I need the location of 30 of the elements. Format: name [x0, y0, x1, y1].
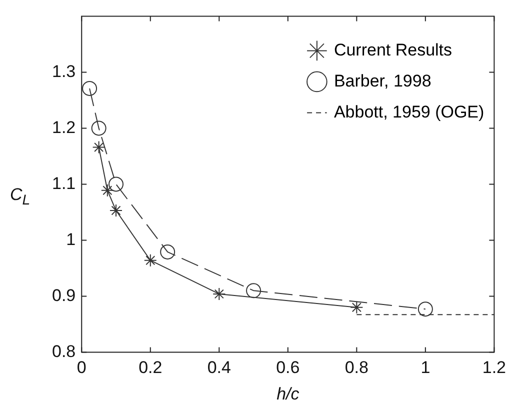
y-tick-label: 0.8 [52, 342, 76, 361]
point [100, 184, 114, 197]
y-tick-label: 1.3 [52, 62, 76, 81]
point [350, 300, 364, 314]
point [110, 204, 123, 218]
point [82, 80, 98, 96]
x-tick-label: 1 [420, 358, 430, 378]
x-axis-title: h/c [276, 384, 300, 404]
point [212, 287, 226, 300]
x-tick-label: 0.8 [344, 358, 368, 378]
y-tick-label: 0.9 [52, 286, 76, 305]
x-tick-label: 0.2 [138, 358, 162, 378]
point [246, 283, 262, 298]
x-tick-label: 0.6 [276, 358, 300, 378]
y-tick-label: 1.2 [52, 118, 76, 137]
point [144, 254, 157, 267]
x-tick-label: 0 [76, 358, 86, 378]
point [418, 302, 433, 317]
point [160, 244, 176, 260]
y-tick-label: 1 [66, 230, 76, 249]
y-tick-label: 1.1 [52, 174, 76, 193]
point [108, 176, 124, 192]
point [91, 120, 106, 136]
x-tick-label: 1.2 [482, 358, 506, 378]
y-axis-title: C$_{L}$ [10, 185, 30, 208]
legend-label: Abbott, 1959 (OGE) [334, 102, 484, 122]
legend-label: Current Results [334, 40, 452, 60]
point [92, 140, 106, 154]
legend-label: Barber, 1998 [334, 71, 432, 90]
x-tick-label: 0.4 [207, 358, 231, 378]
